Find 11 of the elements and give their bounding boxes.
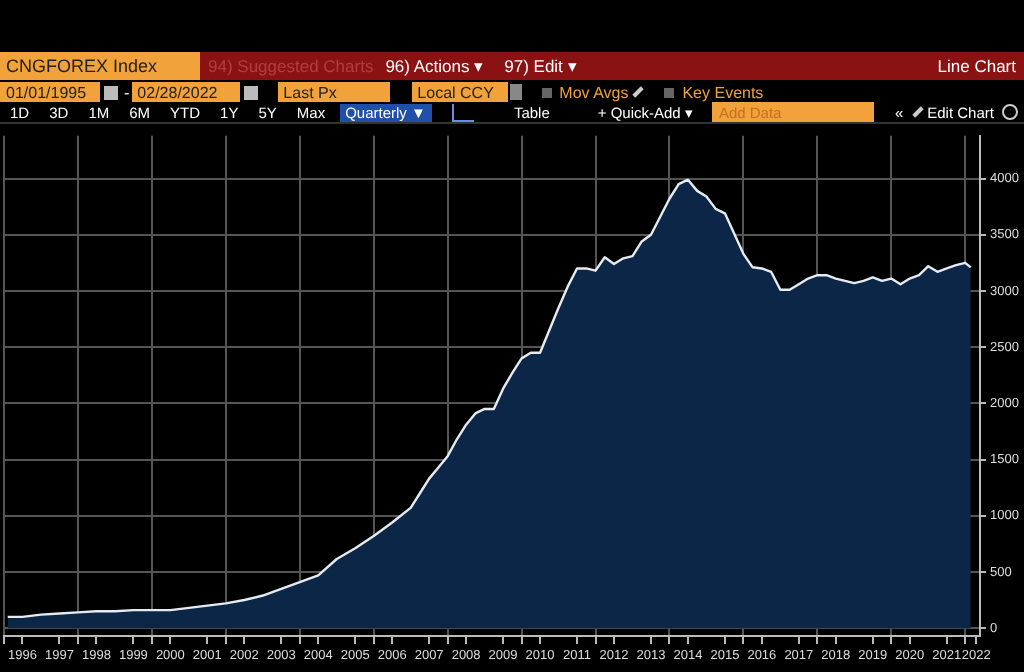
- chart-subtitle: Line Chart: [937, 56, 1016, 76]
- text: Key Events: [682, 83, 764, 101]
- text: Mov Avgs: [559, 83, 629, 101]
- text: 01/01/1995: [0, 82, 100, 102]
- text: 96) Actions ▾: [385, 56, 485, 76]
- text: 02/28/2022: [131, 82, 240, 102]
- text: Last Px: [277, 82, 390, 102]
- text: 97) Edit ▾: [504, 56, 578, 76]
- text: -: [124, 83, 130, 101]
- text: Local CCY: [411, 82, 508, 102]
- chart-title: CNGFOREX Index: [0, 52, 200, 80]
